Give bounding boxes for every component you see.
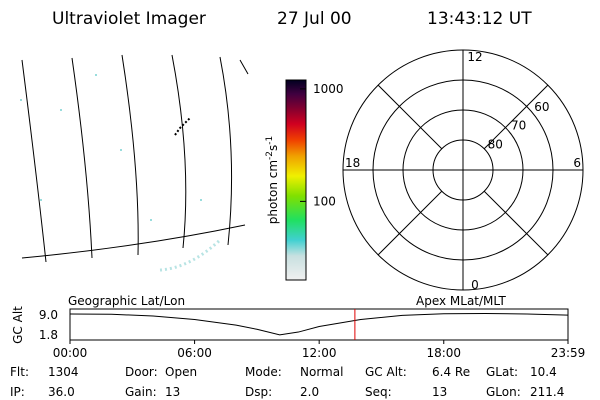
diagonal-line [377, 84, 443, 150]
field-value: 36.0 [48, 385, 75, 399]
timeline-right-label: Apex MLat/MLT [416, 294, 506, 308]
grid-line [21, 59, 47, 263]
colorbar-tick-label: 100 [313, 194, 336, 208]
grid-line [239, 59, 249, 75]
x-tick-label: 06:00 [177, 346, 212, 360]
lat-ring [402, 109, 524, 231]
lat-label: 80 [488, 138, 503, 152]
time: 13:43:12 UT [427, 9, 532, 29]
field-label: IP: [10, 385, 25, 399]
field-value: 2.0 [300, 385, 319, 399]
field-label: Gain: [125, 385, 157, 399]
field-value: 6.4 Re [432, 365, 470, 379]
lat-label: 70 [511, 119, 526, 133]
field-label: GLon: [486, 385, 521, 399]
colorbar-tick-label: 1000 [313, 82, 344, 96]
grid-line [219, 56, 233, 246]
mlt-label: 0 [471, 278, 479, 292]
y-tick-label: 1.8 [39, 328, 58, 342]
field-label: Mode: [245, 365, 282, 379]
x-tick-label: 18:00 [426, 346, 461, 360]
field-value: Normal [300, 365, 343, 379]
timeline-left-label: Geographic Lat/Lon [68, 294, 185, 308]
date: 27 Jul 00 [277, 9, 352, 29]
lat-ring [432, 139, 494, 201]
colorbar-label: photon cm-2s-1 [265, 136, 280, 225]
grid-line [71, 57, 93, 259]
x-tick-label: 00:00 [53, 346, 88, 360]
lat-label: 60 [534, 100, 549, 114]
lat-ring [372, 79, 554, 261]
image-panel [20, 54, 249, 272]
field-value: 13 [165, 385, 180, 399]
unit-exp: -1 [265, 136, 275, 145]
field-value: 211.4 [530, 385, 564, 399]
field-label: Door: [125, 365, 158, 379]
field-label: GC Alt: [365, 365, 407, 379]
field-value: 13 [432, 385, 447, 399]
grid-line [121, 54, 139, 256]
field-value: 1304 [48, 365, 79, 379]
unit: photon cm [266, 160, 280, 224]
field-label: Seq: [365, 385, 392, 399]
feature [174, 117, 191, 136]
timeline-ylabel: GC Alt [11, 306, 25, 344]
mlt-label: 12 [467, 50, 482, 64]
field-label: Dsp: [245, 385, 272, 399]
grid-line [21, 224, 246, 259]
diagonal-line [377, 190, 443, 256]
mlt-label: 18 [345, 156, 360, 170]
diagonal-line [483, 190, 549, 256]
x-tick-label: 23:59 [551, 346, 586, 360]
altitude-line [69, 312, 568, 336]
colorbar [285, 79, 307, 281]
field-label: GLat: [486, 365, 518, 379]
field-label: Flt: [10, 365, 29, 379]
instrument: Ultraviolet Imager [52, 9, 206, 29]
aurora-speckle [159, 238, 222, 272]
x-tick-label: 12:00 [302, 346, 337, 360]
unit-exp: -2 [265, 151, 275, 160]
mlt-label: 6 [573, 156, 581, 170]
diagonal-line [483, 84, 549, 150]
grid-line [171, 54, 187, 249]
y-tick-label: 9.0 [39, 308, 58, 322]
unit: s [266, 145, 280, 151]
speckle [20, 74, 202, 221]
field-value: Open [165, 365, 197, 379]
field-value: 10.4 [530, 365, 557, 379]
